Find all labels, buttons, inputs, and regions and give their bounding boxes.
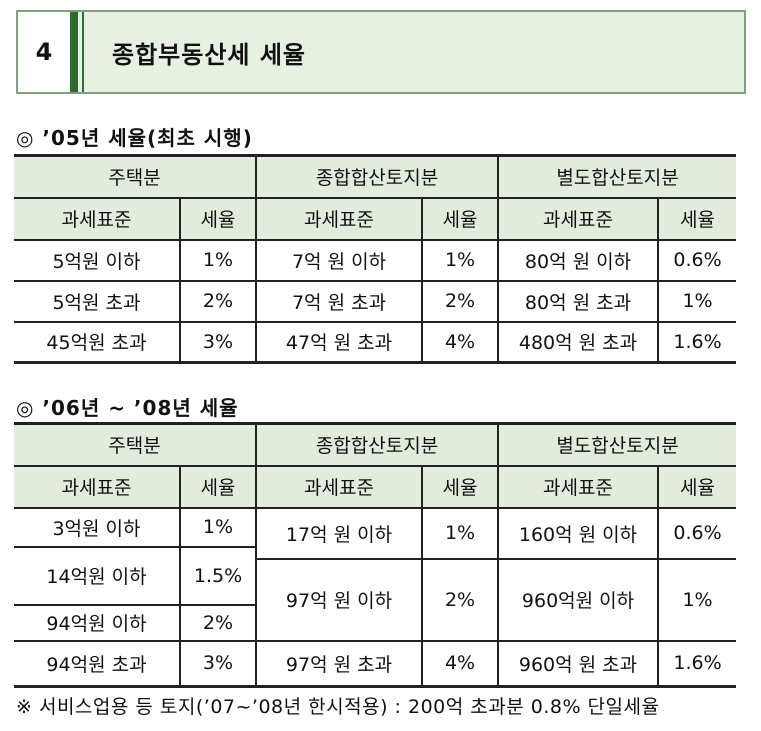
table-row: 3억원 이하 1% 17억 원 이하 1% 160억 원 이하 0.6% <box>14 506 737 560</box>
cell: 45억원 초과 <box>14 320 181 364</box>
col-header-rate: 세율 <box>421 464 500 509</box>
tax-table-2006-2008: 주택분 종합합산토지분 별도합산토지분 과세표준 세율 과세표준 세율 과세표준… <box>14 422 737 688</box>
cell: 7억 원 이하 <box>255 238 424 282</box>
cell: 2% <box>178 279 258 323</box>
cell: 80억 원 초과 <box>497 279 660 323</box>
cell: 160억 원 이하 <box>497 506 660 560</box>
col-header-rate: 세율 <box>421 196 500 241</box>
cell: 1.6% <box>657 639 737 688</box>
cell: 17억 원 이하 <box>255 506 424 560</box>
group-header-separate-land: 별도합산토지분 <box>497 422 737 467</box>
section1-title: ◎ ’05년 세율(최초 시행) <box>16 126 253 150</box>
cell: 80억 원 이하 <box>497 238 660 282</box>
cell: 2% <box>421 279 500 323</box>
table-row: 94억원 초과 3% 97억 원 초과 4% 960억 원 초과 1.6% <box>14 639 737 688</box>
col-header-base: 과세표준 <box>497 464 660 509</box>
cell: 3억원 이하 <box>14 506 181 548</box>
cell: 2% <box>178 603 258 642</box>
section2-title: ◎ ’06년 ~ ’08년 세율 <box>16 396 239 420</box>
col-header-rate: 세율 <box>178 464 258 509</box>
cell: 7억 원 초과 <box>255 279 424 323</box>
cell: 2% <box>421 557 500 642</box>
footnote: ※ 서비스업용 등 토지(’07~’08년 한시적용) : 200억 초과분 0… <box>16 696 660 718</box>
group-header-housing: 주택분 <box>14 422 258 467</box>
cell: 1% <box>421 506 500 560</box>
cell: 97억 원 초과 <box>255 639 424 688</box>
col-header-rate: 세율 <box>178 196 258 241</box>
group-header-comprehensive-land: 종합합산토지분 <box>255 422 500 467</box>
cell: 1% <box>657 557 737 642</box>
cell: 3% <box>178 639 258 688</box>
cell: 4% <box>421 639 500 688</box>
group-header-separate-land: 별도합산토지분 <box>497 154 737 199</box>
cell: 0.6% <box>657 238 737 282</box>
cell: 94억원 초과 <box>14 639 181 688</box>
table-row: 97억 원 이하 2% 960억원 이하 1% <box>14 557 737 642</box>
cell: 1.5% <box>178 545 258 606</box>
col-header-base: 과세표준 <box>14 196 181 241</box>
col-header-rate: 세율 <box>657 196 737 241</box>
table-row: 94억원 이하 2% <box>14 603 736 642</box>
cell: 1.6% <box>657 320 737 364</box>
cell: 1% <box>657 279 737 323</box>
cell: 94억원 이하 <box>14 603 181 642</box>
table-row: 5억원 이하 1% 7억 원 이하 1% 80억 원 이하 0.6% <box>14 238 737 282</box>
cell: 960억원 이하 <box>497 557 660 642</box>
section-number: 4 <box>18 12 84 92</box>
section-header: 4 종합부동산세 세율 <box>16 10 746 94</box>
cell: 5억원 이하 <box>14 238 181 282</box>
col-header-base: 과세표준 <box>255 196 424 241</box>
col-header-base: 과세표준 <box>255 464 424 509</box>
cell: 1% <box>421 238 500 282</box>
cell: 97억 원 이하 <box>255 557 424 642</box>
col-header-base: 과세표준 <box>14 464 181 509</box>
cell: 960억 원 초과 <box>497 639 660 688</box>
cell: 1% <box>178 238 258 282</box>
cell: 3% <box>178 320 258 364</box>
cell: 4% <box>421 320 500 364</box>
group-header-housing: 주택분 <box>14 154 258 199</box>
group-header-comprehensive-land: 종합합산토지분 <box>255 154 500 199</box>
cell: 14억원 이하 <box>14 545 181 606</box>
table-row: 45억원 초과 3% 47억 원 초과 4% 480억 원 초과 1.6% <box>14 320 737 364</box>
table-row: 5억원 초과 2% 7억 원 초과 2% 80억 원 초과 1% <box>14 279 737 323</box>
cell: 5억원 초과 <box>14 279 181 323</box>
cell: 47억 원 초과 <box>255 320 424 364</box>
tax-table-2005: 주택분 종합합산토지분 별도합산토지분 과세표준 세율 과세표준 세율 과세표준… <box>14 154 737 364</box>
cell: 1% <box>178 506 258 548</box>
section-title: 종합부동산세 세율 <box>112 40 306 69</box>
col-header-rate: 세율 <box>657 464 737 509</box>
cell: 480억 원 초과 <box>497 320 660 364</box>
col-header-base: 과세표준 <box>497 196 660 241</box>
cell: 0.6% <box>657 506 737 560</box>
